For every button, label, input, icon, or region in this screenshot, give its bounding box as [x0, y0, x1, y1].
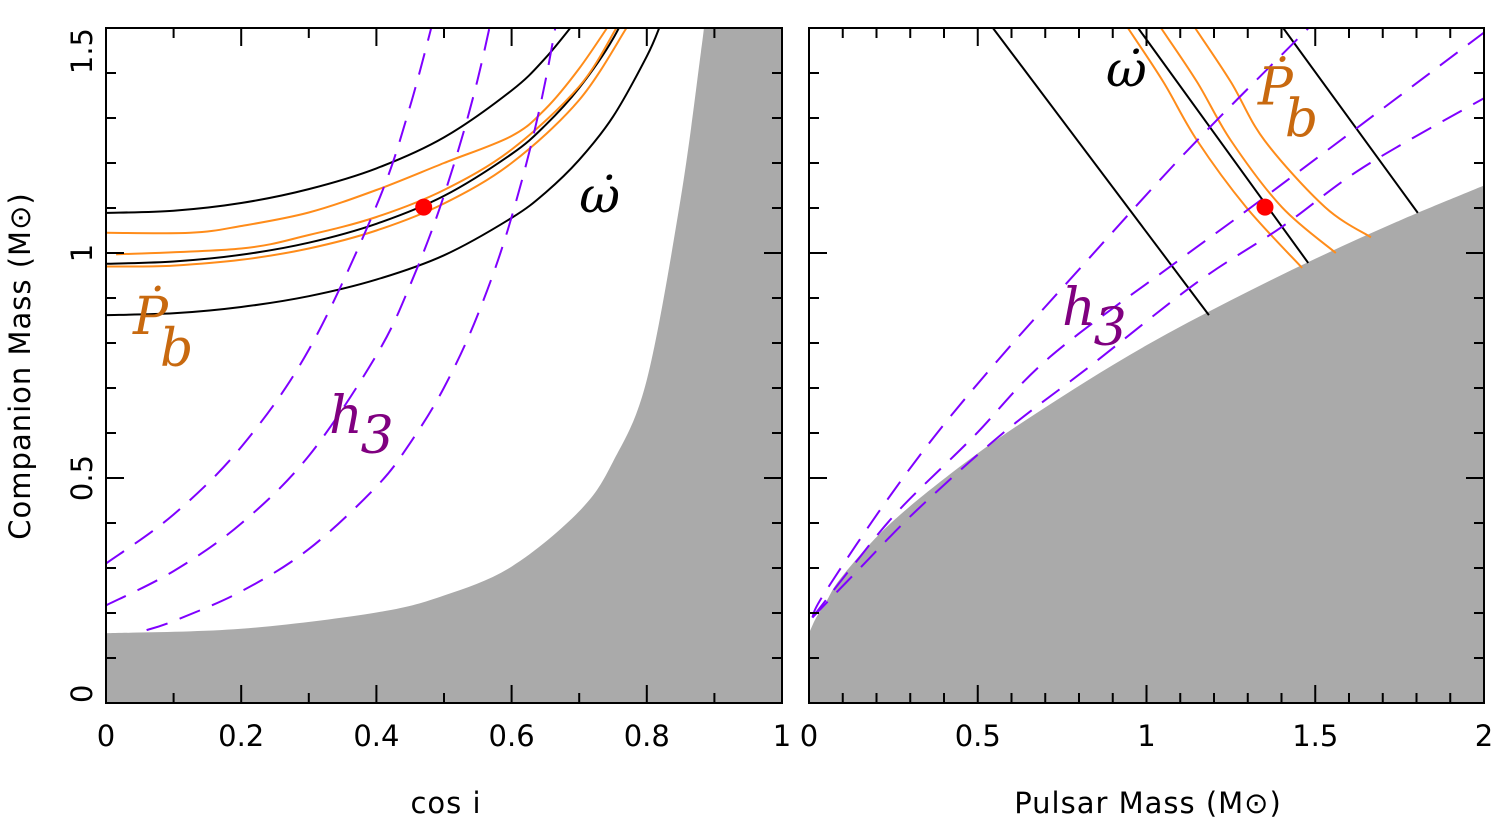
omega-label-main: ω̇ — [1106, 41, 1147, 99]
ticks — [808, 27, 1485, 704]
x-tick-label: 2 — [1475, 719, 1493, 753]
excluded-region — [809, 185, 1484, 703]
h3-label: h3 — [1062, 278, 1127, 358]
h3-label-subscript: 3 — [361, 406, 394, 466]
x-tick-label: 0 — [800, 719, 818, 753]
left-panel-cos-i: ω̇ Ṗ b h3 0 0.2 0.4 0.6 0.8 1 0 0.5 1 1.5 — [65, 27, 791, 753]
h3-label-main: h — [1062, 278, 1096, 338]
omega-dot-curve-3 — [106, 28, 661, 317]
y-tick-label: 1 — [65, 244, 99, 262]
h3-label-subscript: 3 — [1094, 298, 1127, 358]
plot-area — [106, 28, 782, 703]
pb-label-main: Ṗ — [1257, 57, 1294, 118]
x-tick-label: 0.6 — [489, 719, 535, 753]
measured-masses-marker — [1256, 198, 1274, 216]
h3-curve-9 — [811, 97, 1484, 619]
h3-curve-7 — [811, 28, 1310, 618]
x-tick-label: 0.2 — [218, 719, 264, 753]
pb-label-subscript: b — [160, 319, 193, 379]
plot-area — [809, 28, 1484, 703]
omega-dot-curve-1 — [992, 28, 1210, 316]
x-tick-label: 0.8 — [624, 719, 670, 753]
h3-curve-7 — [106, 28, 433, 565]
pb-dot-curve-5 — [116, 28, 618, 256]
x-tick-label: 0.5 — [955, 719, 1001, 753]
h3-label: h3 — [329, 386, 394, 466]
omega-dot-curve-1 — [106, 28, 572, 214]
pb-label-subscript: b — [1285, 90, 1318, 150]
pb-label-main: Ṗ — [132, 286, 169, 347]
omega-label: ω̇ — [1106, 41, 1147, 99]
h3-curve-9 — [146, 28, 557, 632]
omega-dot-curve-3 — [1282, 28, 1419, 214]
measured-masses-marker — [415, 198, 433, 216]
x-tick-label: 1 — [773, 719, 791, 753]
h3-label-main: h — [329, 386, 363, 446]
pb-dot-curve-6 — [106, 28, 628, 268]
y-tick-label: 1.5 — [65, 28, 99, 74]
x-tick-label: 1 — [1137, 719, 1155, 753]
omega-label: ω̇ — [579, 167, 620, 225]
y-tick-label: 0.5 — [65, 455, 99, 501]
x-axis-title-right: Pulsar Mass (M⊙) — [1014, 786, 1282, 820]
ticks — [105, 27, 783, 704]
pb-dot-curve-4 — [106, 28, 609, 235]
h3-curve-8 — [106, 28, 491, 607]
y-tick-label: 0 — [65, 685, 99, 703]
pb-dot-curve-6 — [1194, 28, 1372, 239]
x-tick-label: 1.5 — [1292, 719, 1338, 753]
excluded-region — [106, 28, 782, 703]
x-axis-title-left: cos i — [410, 786, 481, 820]
x-tick-label: 0 — [97, 719, 115, 753]
y-axis-title: Companion Mass (M⊙) — [3, 192, 37, 539]
omega-label-main: ω̇ — [579, 167, 620, 225]
omega-dot-curve-2 — [1137, 28, 1310, 264]
h3-curve-8 — [811, 31, 1484, 619]
pb-dot-curve-5 — [1160, 28, 1337, 254]
x-tick-label: 0.4 — [353, 719, 399, 753]
